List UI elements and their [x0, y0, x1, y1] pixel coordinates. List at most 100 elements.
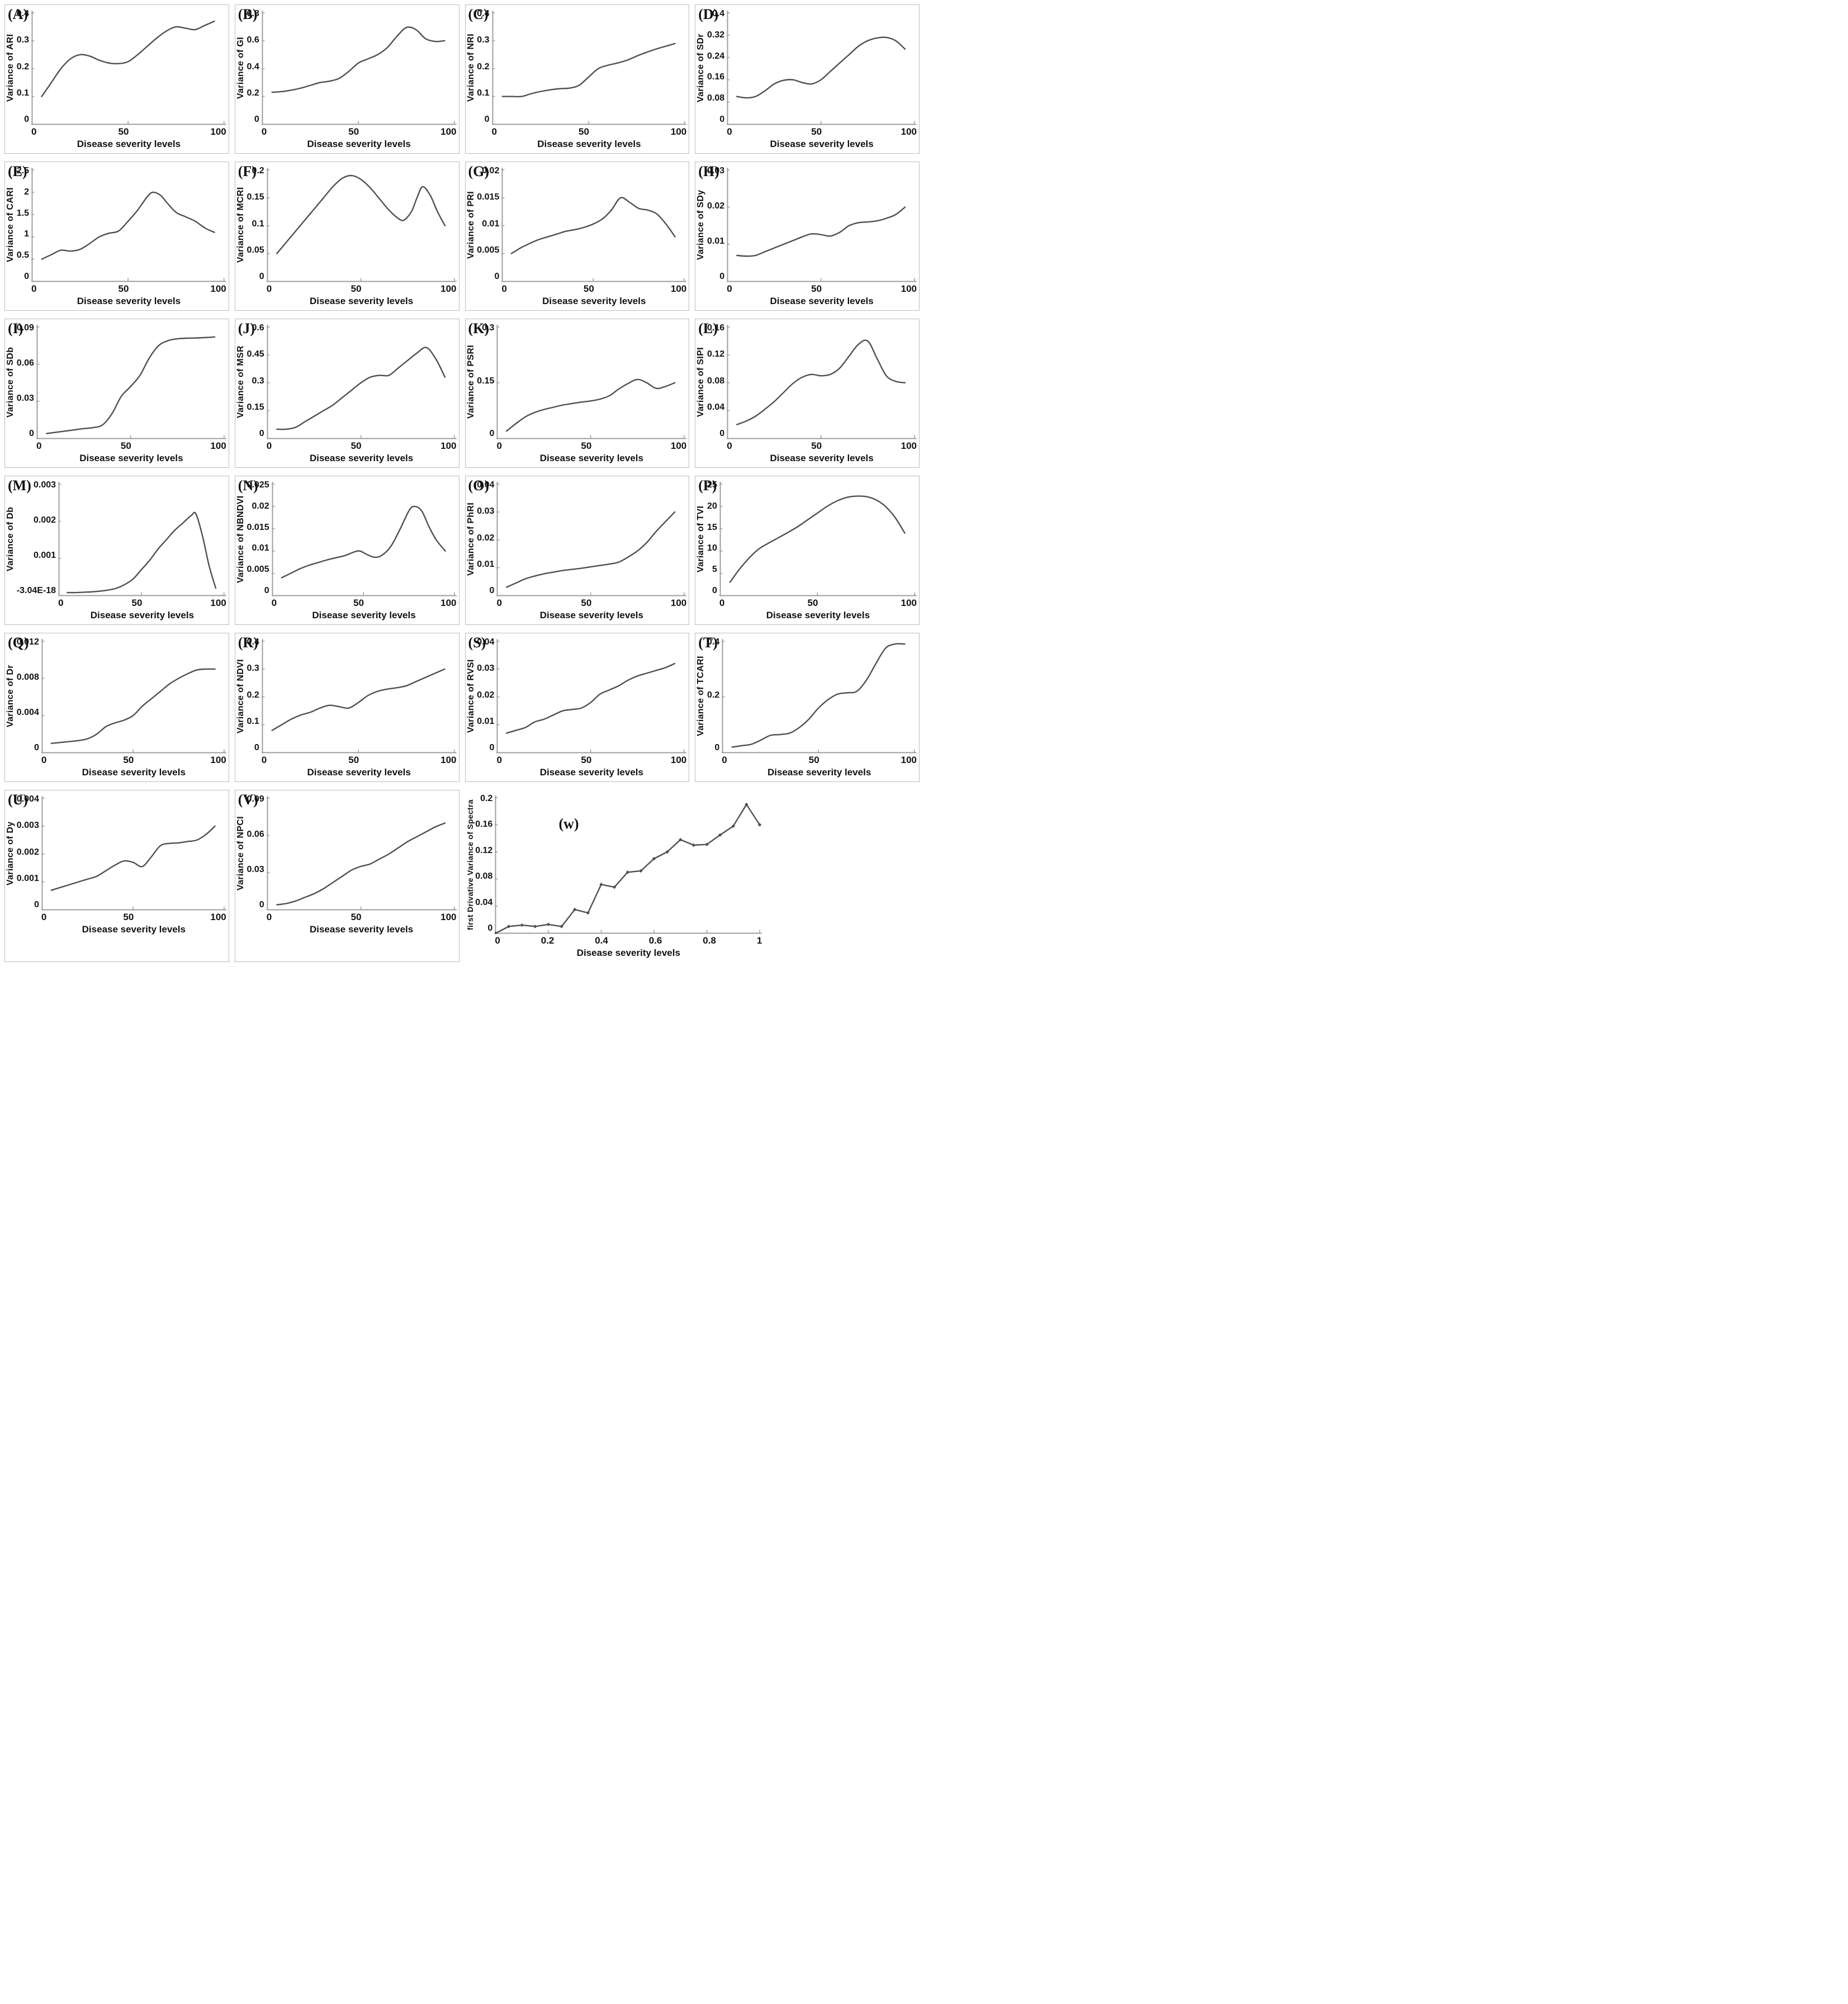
x-axis-ticks: 0 50 100: [496, 755, 686, 765]
x-tick-label: 0: [261, 755, 267, 765]
y-axis-title: Variance of GI: [235, 37, 245, 99]
y-tick-label: 0.1: [477, 88, 490, 98]
x-tick-label: 0: [31, 283, 37, 294]
y-tick-label: 0.4: [247, 61, 259, 72]
x-tick-label: 0: [496, 598, 502, 608]
x-tick-label: 100: [901, 755, 917, 765]
y-tick-label: 0: [34, 743, 39, 752]
x-tick-label: 50: [581, 598, 592, 608]
y-tick-label: 0.24: [707, 51, 725, 61]
x-tick-label: 100: [901, 126, 917, 137]
plot-column: 0 0.2 0.4 0.6 0.8 1 Disease severity levels: [495, 795, 762, 959]
x-axis-title: Disease severity levels: [77, 296, 181, 306]
panel-letter: (R): [238, 634, 258, 651]
y-tick-label: 0.015: [477, 192, 500, 202]
y-tick-label: 0.4: [712, 9, 725, 18]
y-tick-label: 0.05: [247, 245, 264, 255]
chart-panel: (V) Variance of NPCI 0.09 0.06 0.03 0 0 50 10…: [234, 790, 459, 962]
y-tick-label: 0.03: [477, 506, 495, 517]
x-axis-ticks: 0 50 100: [31, 127, 226, 136]
x-tick-label: 0: [496, 755, 502, 765]
y-axis-title: Variance of MCRI: [235, 187, 245, 263]
plot-column: 0 50 100 Disease severity levels: [41, 796, 226, 935]
line-chart: [271, 482, 457, 596]
plot-column: 0 50 100 Disease severity levels: [491, 11, 687, 150]
y-axis-ticks: 0.2 0.15 0.1 0.05 0: [246, 166, 267, 282]
y-axis-title: Variance of MSR: [235, 345, 245, 419]
y-axis-ticks: 0.4 0.3 0.2 0.1 0: [476, 10, 491, 125]
line-chart: [41, 639, 226, 754]
y-axis-ticks: 0.8 0.6 0.4 0.2 0: [246, 10, 262, 125]
chart-panel: (R) Variance of NDVI 0.4 0.3 0.2 0.1 0 0 50 10…: [234, 633, 459, 782]
x-tick-label: 50: [120, 440, 131, 451]
x-tick-label: 0: [41, 755, 47, 765]
y-tick-label: 0.2: [477, 61, 490, 72]
x-tick-label: 0: [496, 440, 502, 451]
y-tick-label: 0.04: [707, 402, 725, 412]
y-tick-label: 0: [484, 115, 490, 124]
line-chart: [727, 11, 917, 125]
line-chart: [266, 325, 457, 439]
x-tick-label: 100: [440, 440, 457, 451]
y-axis-title: Variance of CARI: [6, 187, 15, 263]
y-axis-ticks: 0.16 0.12 0.08 0.04 0: [706, 324, 727, 439]
y-axis-title: Variance of PhRI: [466, 502, 476, 576]
chart-panel: (T) Variance of TCARI 0.4 0.2 0 0 50 100 Dis…: [695, 633, 920, 782]
line-chart: [722, 639, 917, 754]
y-tick-label: 0.01: [252, 543, 269, 553]
y-tick-label: 0.03: [707, 166, 725, 176]
x-axis-title: Disease severity levels: [766, 610, 870, 620]
y-tick-label: 0: [719, 272, 725, 281]
figure-grid: (A) Variance of ARI 0.4 0.3 0.2 0.1 0 0 50 100…: [0, 0, 924, 967]
x-axis-title: Disease severity levels: [539, 767, 643, 778]
y-tick-label: 0.004: [16, 794, 39, 804]
y-axis-ticks: 0.004 0.003 0.002 0.001 0: [16, 794, 41, 911]
line-chart: [266, 796, 457, 911]
y-axis-title: first Drivative Variance of Spectra: [465, 799, 475, 930]
x-tick-label: 100: [210, 126, 226, 137]
x-tick-label: 50: [350, 283, 362, 294]
x-tick-label: 100: [210, 440, 226, 451]
panel-letter: (H): [698, 163, 719, 179]
y-axis-ticks: 0.4 0.3 0.2 0.1 0: [246, 637, 262, 754]
y-axis-title: Variance of ARI: [6, 34, 15, 102]
x-tick-label: 100: [901, 283, 917, 294]
x-axis-title: Disease severity levels: [542, 296, 646, 306]
y-tick-label: 0.2: [252, 166, 264, 176]
y-tick-label: 0.01: [477, 559, 495, 569]
chart-panel: (S) Variance of RVSI 0.04 0.03 0.02 0.01 0 0…: [465, 633, 690, 782]
y-tick-label: 0.001: [34, 551, 56, 560]
x-axis-ticks: 0 50 100: [722, 755, 917, 765]
y-tick-label: 0.6: [252, 323, 264, 333]
y-tick-label: 0.04: [477, 637, 495, 647]
y-tick-label: 0.02: [482, 166, 500, 176]
line-chart: [261, 639, 457, 754]
chart-panel: (N) Variance of NBNDVI 0.025 0.02 0.015 0.0…: [234, 476, 459, 625]
panel-letter: (T): [698, 634, 718, 651]
y-tick-label: 0.1: [16, 88, 30, 98]
y-tick-label: 5: [712, 565, 717, 575]
x-tick-label: 50: [131, 598, 143, 608]
y-tick-label: 0.09: [247, 794, 264, 804]
x-axis-ticks: 0 50 100: [36, 441, 226, 451]
y-tick-label: 0: [264, 585, 269, 595]
x-axis-ticks: 0 50 100: [267, 912, 457, 922]
x-tick-label: 50: [578, 126, 589, 137]
y-tick-label: 0: [719, 114, 725, 124]
y-tick-label: 0.3: [247, 664, 259, 674]
y-tick-label: 0.4: [16, 9, 30, 18]
x-axis-ticks: 0 50 100: [267, 441, 457, 451]
x-tick-label: 50: [581, 440, 592, 451]
y-axis-ticks: 0.4 0.32 0.24 0.16 0.08 0: [706, 9, 727, 125]
y-axis-ticks: 25 20 15 10 5 0: [706, 481, 719, 596]
y-tick-label: 0.4: [247, 637, 259, 647]
line-chart: [727, 325, 917, 439]
line-chart: [31, 11, 226, 125]
x-tick-label: 0: [41, 912, 47, 922]
chart-panel: (P) Variance of TVI 25 20 15 10 5 0 0 50 100 Di…: [695, 476, 920, 625]
x-axis-ticks: 0 0.2 0.4 0.6 0.8 1: [495, 936, 762, 945]
x-tick-label: 50: [348, 755, 359, 765]
y-tick-label: 0.2: [247, 88, 259, 98]
y-tick-label: 0.16: [707, 72, 725, 82]
plot-column: 0 50 100 Disease severity levels: [31, 168, 226, 307]
